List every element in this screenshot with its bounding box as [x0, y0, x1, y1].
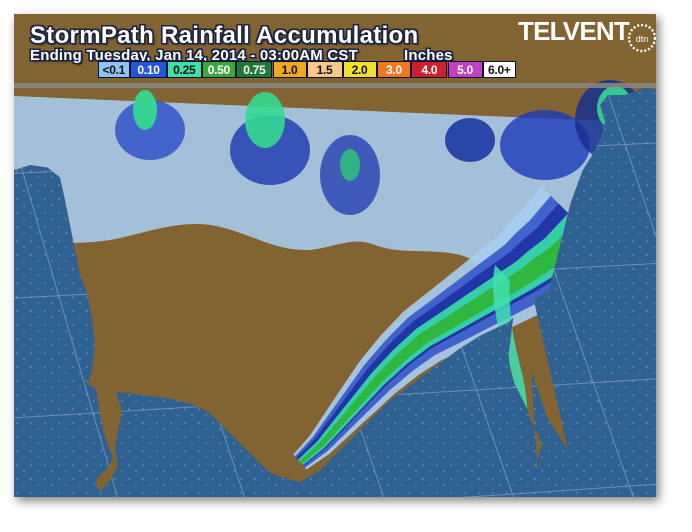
svg-text:dtn: dtn [636, 34, 649, 44]
